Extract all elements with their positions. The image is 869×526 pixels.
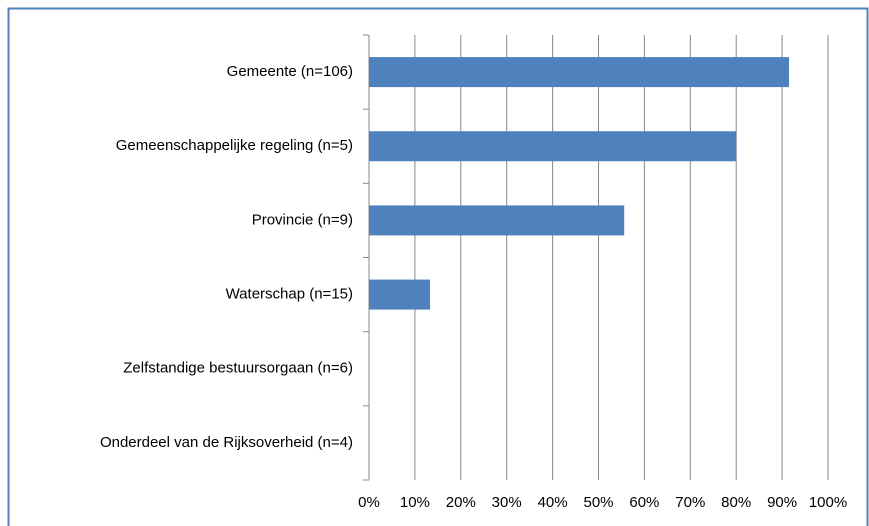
x-tick-label: 20% [446,494,476,511]
x-tick-label: 100% [809,494,847,511]
x-tick-label: 10% [400,494,430,511]
chart-frame [7,7,869,526]
bar [369,205,625,236]
y-tick-label: Gemeente (n=106) [227,63,353,80]
x-tick-label: 0% [358,494,380,511]
x-tick-label: 90% [767,494,797,511]
y-tick-label: Provincie (n=9) [252,211,353,228]
y-tick-label: Zelfstandige bestuursorgaan (n=6) [123,360,353,377]
x-tick-label: 60% [629,494,659,511]
y-tick-label: Onderdeel van de Rijksoverheid (n=4) [100,434,353,451]
x-tick-label: 40% [538,494,568,511]
x-tick-label: 70% [675,494,705,511]
bar [369,57,789,88]
x-tick-label: 80% [721,494,751,511]
y-tick-label: Gemeenschappelijke regeling (n=5) [116,137,353,154]
bar [369,131,737,162]
bar [369,279,431,310]
y-tick-label: Waterschap (n=15) [226,286,353,303]
x-tick-label: 30% [492,494,522,511]
x-tick-label: 50% [583,494,613,511]
